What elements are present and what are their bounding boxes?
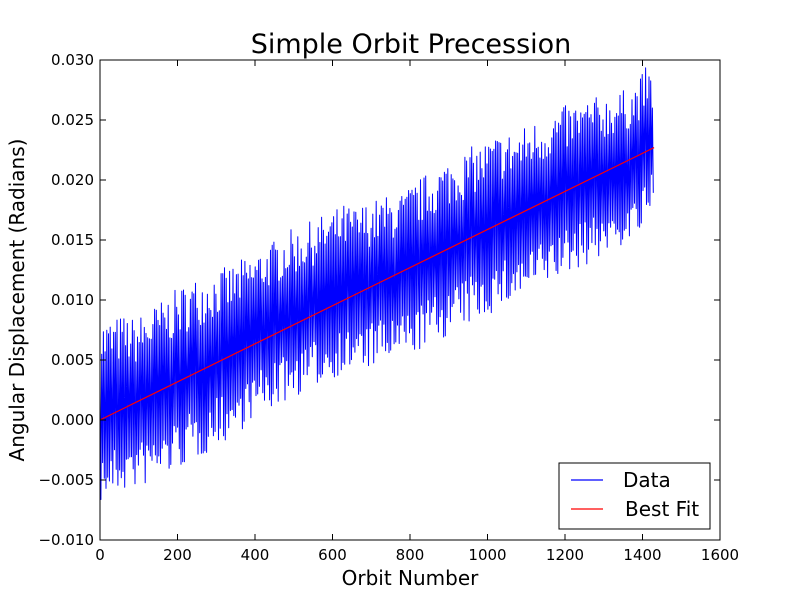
series-line-data	[99, 67, 654, 500]
y-tick-label: 0.005	[51, 351, 94, 369]
y-tick-label: −0.010	[38, 531, 94, 549]
y-tick-label: 0.015	[51, 231, 94, 249]
x-tick-label: 800	[396, 546, 425, 564]
x-axis-tick-labels: 0 200 400 600 800 1000 1200 1400 1600	[95, 546, 739, 564]
x-tick-label: 1600	[701, 546, 739, 564]
x-tick-label: 1200	[546, 546, 584, 564]
x-tick-label: 1000	[468, 546, 506, 564]
x-tick-label: 600	[318, 546, 347, 564]
x-tick-label: 0	[95, 546, 105, 564]
y-tick-label: 0.020	[51, 171, 94, 189]
series-line-best-fit	[99, 147, 655, 421]
y-tick-label: 0.030	[51, 51, 94, 69]
plot-area	[99, 59, 721, 541]
legend-label-data: Data	[623, 468, 671, 492]
series-layer	[99, 67, 655, 500]
x-tick-label: 200	[163, 546, 192, 564]
x-tick-label: 400	[241, 546, 270, 564]
y-axis-ticks	[100, 59, 720, 541]
legend-label-best-fit: Best Fit	[625, 497, 699, 521]
legend-box	[558, 462, 711, 530]
y-axis-title: Angular Displacement (Radians)	[5, 139, 29, 462]
x-tick-label: 1400	[623, 546, 661, 564]
chart-title: Simple Orbit Precession	[251, 29, 572, 60]
y-tick-label: −0.005	[38, 471, 94, 489]
y-tick-label: 0.000	[51, 411, 94, 429]
legend: Data Best Fit	[558, 462, 711, 530]
y-tick-label: 0.010	[51, 291, 94, 309]
y-axis-tick-labels: −0.010 −0.005 0.000 0.005 0.010 0.015 0.020 0.0…	[38, 51, 94, 549]
y-tick-label: 0.025	[51, 111, 94, 129]
x-axis-ticks	[99, 60, 721, 540]
x-axis-title: Orbit Number	[342, 566, 480, 590]
